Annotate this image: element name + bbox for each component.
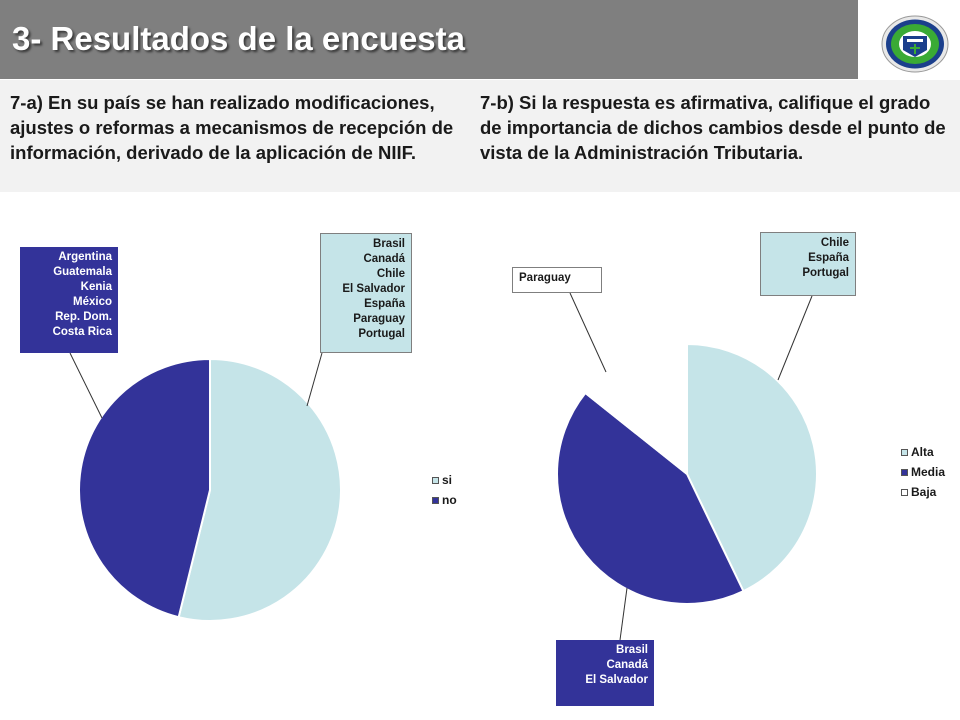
callout-line: El Salvador [342, 283, 405, 295]
legend-swatch [901, 468, 908, 476]
page-title: 3- Resultados de la encuesta [12, 20, 465, 57]
callout-line: Chile [376, 268, 405, 280]
pie-slice-alta [686, 342, 818, 593]
charts-canvas [69, 292, 818, 641]
institution-seal-icon [881, 15, 949, 73]
callout-si-countries: Brasil Canadá Chile El Salvador España P… [320, 233, 412, 353]
callout-line: México [73, 296, 112, 308]
leader-line [69, 352, 103, 419]
legend-label: Alta [911, 445, 934, 459]
pie-slice-no [78, 357, 211, 619]
legend-item-alta: Alta [901, 442, 945, 462]
legend-item-no: no [432, 490, 457, 510]
question-7b: 7-b) Si la respuesta es afirmativa, cali… [480, 92, 946, 163]
callout-line: Costa Rica [52, 326, 112, 338]
legend-chart-2: Alta Media Baja [901, 442, 945, 502]
legend-swatch [901, 448, 908, 456]
legend-swatch [432, 476, 439, 484]
leader-line [619, 587, 628, 641]
callout-line: Guatemala [53, 266, 112, 278]
legend-item-media: Media [901, 462, 945, 482]
callout-line: Argentina [58, 251, 112, 263]
legend-label: si [442, 473, 453, 487]
leader-line [569, 292, 607, 373]
pie-slice-media [556, 391, 745, 605]
callout-line: Portugal [802, 267, 849, 279]
legend-label: Media [911, 465, 946, 479]
legend-label: no [442, 493, 457, 507]
leader-line [777, 295, 813, 381]
legend-chart-1: si no [432, 470, 457, 510]
callout-line: Canadá [606, 659, 648, 671]
pie-slice-si [177, 357, 342, 622]
pie-slice-baja [583, 342, 688, 477]
callout-line: Brasil [616, 644, 648, 656]
legend-item-baja: Baja [901, 482, 945, 502]
legend-item-si: si [432, 470, 457, 490]
question-7a: 7-a) En su país se han realizado modific… [10, 92, 454, 163]
title-bar: 3- Resultados de la encuesta [0, 0, 858, 79]
callout-line: Chile [820, 237, 849, 249]
callout-alta-countries: Chile España Portugal [760, 232, 856, 296]
callout-line: El Salvador [585, 674, 648, 686]
callout-line: Paraguay [353, 313, 405, 325]
leader-line [306, 352, 323, 407]
callout-line: Rep. Dom. [55, 311, 112, 323]
callout-line: Portugal [358, 328, 405, 340]
callout-line: Canadá [363, 253, 405, 265]
callout-line: Brasil [373, 238, 405, 250]
callout-media-countries: Brasil Canadá El Salvador [556, 640, 654, 706]
callout-line: Kenia [80, 281, 112, 293]
callout-line: España [808, 252, 849, 264]
legend-label: Baja [911, 485, 937, 499]
callout-no-countries: Argentina Guatemala Kenia México Rep. Do… [20, 247, 118, 353]
question-band [0, 80, 960, 192]
legend-swatch [432, 496, 439, 504]
callout-line: Paraguay [519, 272, 571, 284]
callout-line: España [364, 298, 405, 310]
callout-baja-countries: Paraguay [512, 267, 602, 293]
legend-swatch [901, 488, 908, 496]
